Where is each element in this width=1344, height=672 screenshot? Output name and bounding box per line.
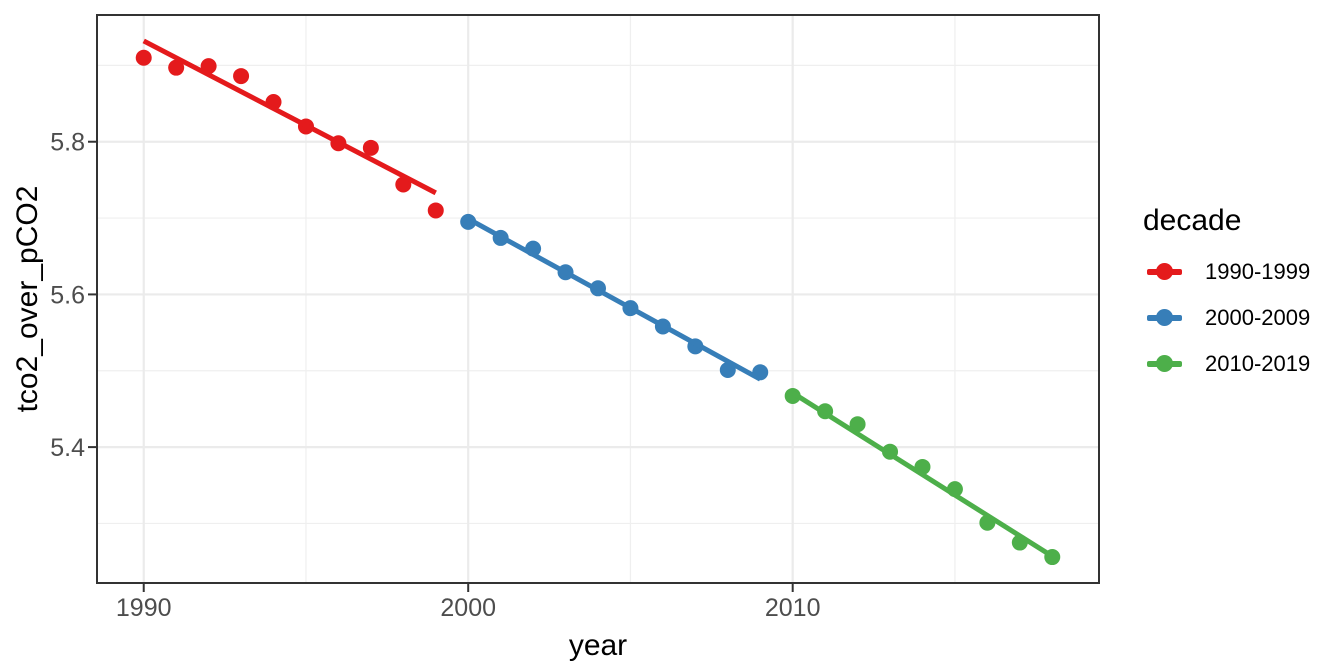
legend: decade 1990-1999 2000-2009 2010-2019 [1143,204,1310,376]
x-tick-label: 1990 [116,594,172,622]
y-tick-label: 5.6 [50,281,85,309]
data-point [362,139,379,156]
trend-line [791,390,1054,559]
trend-line [142,38,437,196]
legend-item-2000-2009: 2000-2009 [1143,305,1311,330]
data-point [784,387,801,404]
point-icon [1156,309,1173,326]
panel-border-rect [96,14,1100,584]
legend-title: decade [1143,204,1242,237]
trend-line [467,216,762,382]
data-point [168,59,185,76]
y-axis-title: tco2_over_pCO2 [11,186,44,413]
legend-key [1147,306,1182,330]
data-point [460,213,477,230]
legend-label: 2000-2009 [1205,305,1311,330]
legend-label: 2010-2019 [1205,351,1311,376]
point-icon [1156,355,1173,372]
legend-key [1147,260,1182,284]
data-point [135,49,152,66]
series-1990-1999 [135,38,444,219]
legend-key [1147,352,1182,376]
x-tick-label: 2000 [440,594,496,622]
series-2000-2009 [460,213,769,382]
panel-background [97,15,1099,583]
x-tick-label: 2010 [765,594,821,622]
data-layer [135,38,1061,566]
data-point [849,416,866,433]
grid-major [97,15,1099,583]
x-axis-title: year [569,629,627,662]
y-tick-label: 5.4 [50,434,85,462]
panel-rect [97,15,1099,583]
panel-border [96,14,1100,584]
legend-item-2010-2019: 2010-2019 [1143,351,1311,376]
data-point [233,68,250,85]
y-tick-label: 5.8 [50,129,85,157]
data-point [427,202,444,219]
series-2010-2019 [784,387,1061,566]
legend-item-1990-1999: 1990-1999 [1143,259,1311,284]
legend-label: 1990-1999 [1205,259,1311,284]
axis-ticks [88,140,794,592]
point-icon [1156,263,1173,280]
axis-tick-labels: 1990 2000 2010 5.4 5.6 5.8 [50,129,820,622]
